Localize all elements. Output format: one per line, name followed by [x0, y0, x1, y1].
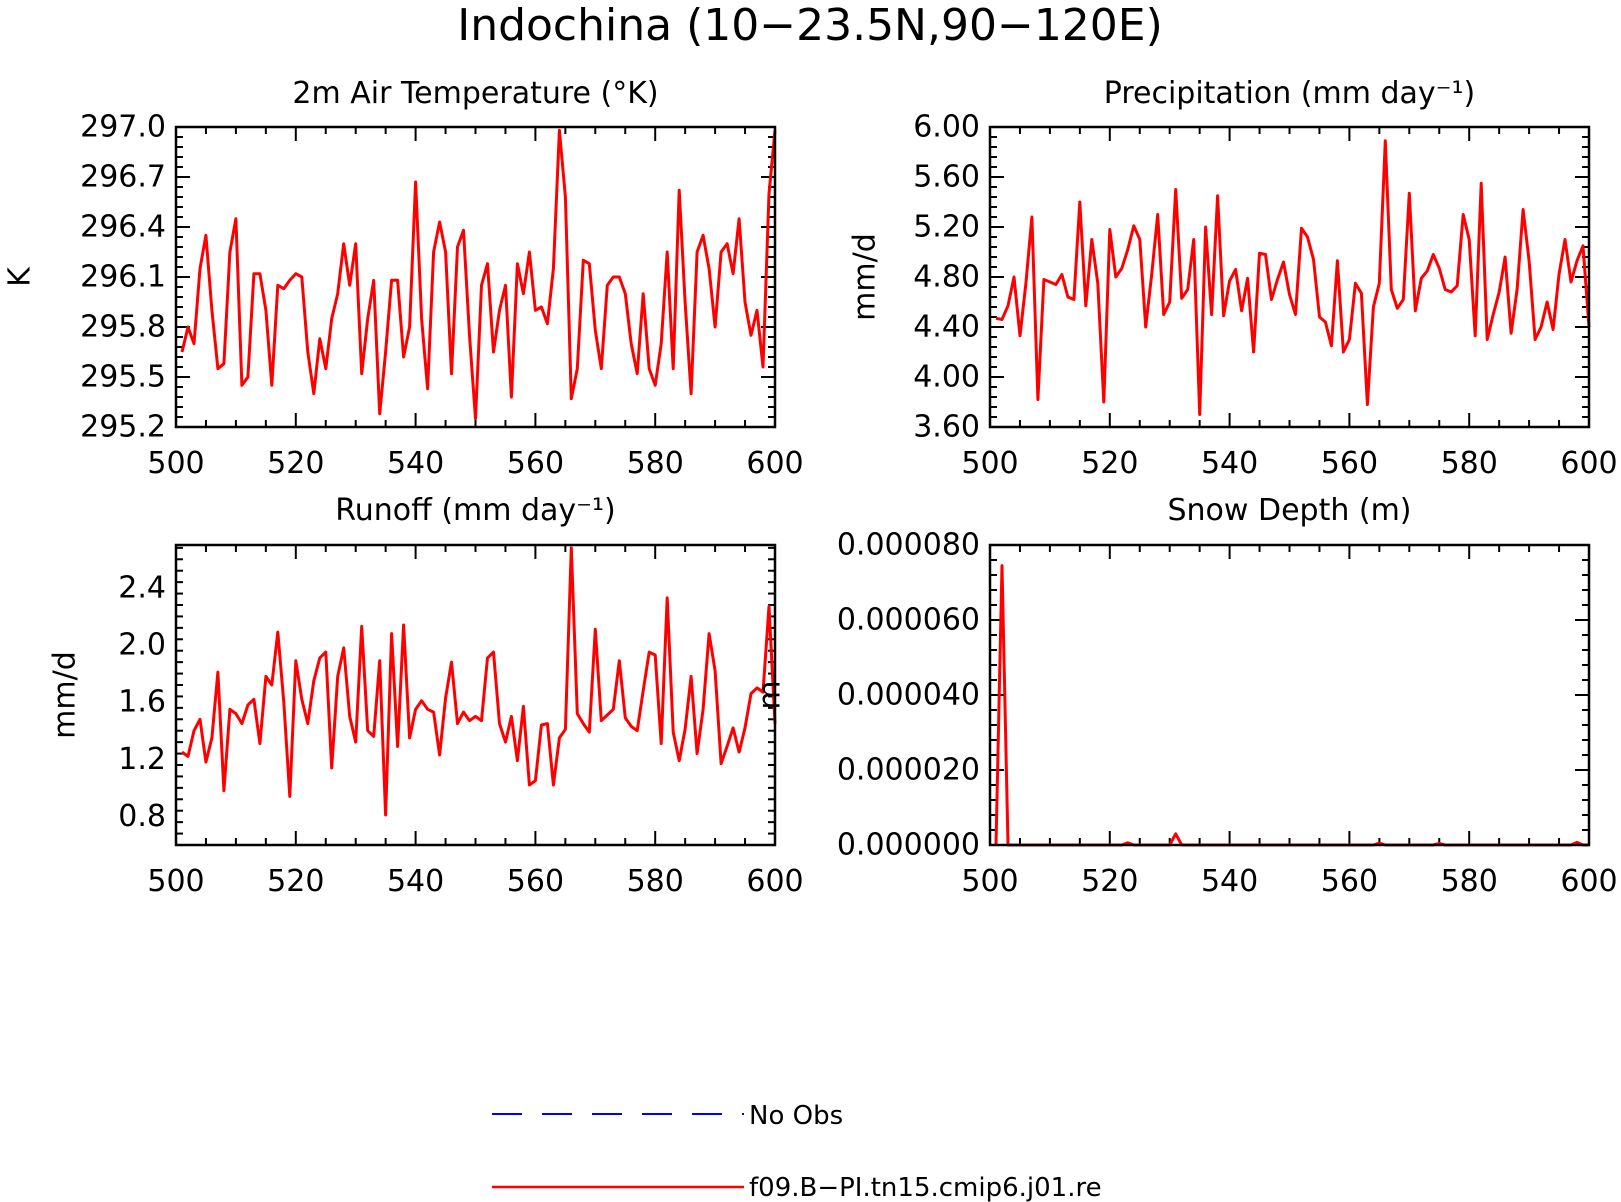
precipitation-ylabel: mm/d — [848, 233, 883, 321]
precipitation-xtick-label: 500 — [961, 446, 1018, 481]
legend: No Obs f09.B−PI.tn15.cmip6.j01.re — [492, 1101, 1102, 1202]
air-temperature-ytick-label: 296.7 — [80, 160, 166, 195]
air-temperature-ytick-label: 296.4 — [80, 210, 166, 245]
snow-depth-ytick-label: 0.000040 — [837, 678, 980, 713]
air-temperature-ytick-label: 295.8 — [80, 310, 166, 345]
runoff-xtick-label: 580 — [627, 864, 684, 899]
precipitation-ytick-label: 4.40 — [913, 310, 980, 345]
air-temperature-title: 2m Air Temperature (°K) — [292, 76, 658, 111]
runoff-xtick-label: 540 — [387, 864, 444, 899]
precipitation-title: Precipitation (mm day⁻¹) — [1104, 76, 1475, 111]
runoff-ytick-label: 0.8 — [118, 799, 166, 834]
snow-depth-xtick-label: 540 — [1201, 864, 1258, 899]
air-temperature-xtick-label: 540 — [387, 446, 444, 481]
precipitation-ytick-label: 5.20 — [913, 210, 980, 245]
runoff-xtick-label: 520 — [267, 864, 324, 899]
panel-air-temperature: 2m Air Temperature (°K) K 295.2 295.5 295.8 2… — [3, 76, 804, 481]
runoff-title: Runoff (mm day⁻¹) — [335, 493, 616, 528]
legend-label-no-obs: No Obs — [749, 1101, 843, 1131]
snow-depth-series-line — [994, 564, 1589, 847]
runoff-xtick-label: 500 — [147, 864, 204, 899]
snow-depth-xtick-label: 560 — [1321, 864, 1378, 899]
snow-depth-ytick-label: 0.000060 — [837, 603, 980, 638]
air-temperature-ytick-label: 297.0 — [80, 110, 166, 145]
precipitation-xtick-label: 600 — [1560, 446, 1617, 481]
precipitation-ytick-label: 4.80 — [913, 260, 980, 295]
snow-depth-ytick-label: 0.000000 — [837, 828, 980, 863]
runoff-ytick-label: 2.4 — [118, 570, 166, 605]
snow-depth-xtick-label: 580 — [1441, 864, 1498, 899]
precipitation-frame — [988, 125, 1591, 429]
panel-precipitation: Precipitation (mm day⁻¹) mm/d 3.60 4.00 4.40… — [848, 76, 1618, 481]
snow-depth-xtick-label: 520 — [1081, 864, 1138, 899]
precipitation-ytick-label: 6.00 — [913, 110, 980, 145]
air-temperature-ytick-label: 296.1 — [80, 260, 166, 295]
air-temperature-frame — [174, 125, 777, 429]
runoff-ytick-label: 1.2 — [118, 742, 166, 777]
precipitation-series-line — [995, 139, 1591, 416]
runoff-ylabel: mm/d — [48, 651, 83, 739]
precipitation-ytick-label: 4.00 — [913, 360, 980, 395]
precipitation-ytick-label: 5.60 — [913, 160, 980, 195]
air-temperature-xtick-label: 560 — [507, 446, 564, 481]
snow-depth-ytick-label: 0.000080 — [837, 528, 980, 563]
panel-snow-depth: Snow Depth (m) m 0.000000 0.000020 0.000040 0… — [753, 493, 1618, 899]
figure-title: Indochina (10−23.5N,90−120E) — [457, 0, 1163, 51]
air-temperature-ytick-label: 295.2 — [80, 410, 166, 445]
panel-runoff: Runoff (mm day⁻¹) mm/d 0.8 1.2 1.6 2.0 2.4 500 5… — [48, 493, 804, 899]
snow-depth-ylabel: m — [753, 680, 788, 709]
air-temperature-xtick-label: 600 — [746, 446, 803, 481]
runoff-frame — [174, 543, 777, 847]
precipitation-xtick-label: 520 — [1081, 446, 1138, 481]
runoff-ytick-label: 1.6 — [118, 685, 166, 720]
snow-depth-frame — [988, 543, 1591, 847]
runoff-ytick-label: 2.0 — [118, 628, 166, 663]
runoff-xtick-label: 600 — [746, 864, 803, 899]
air-temperature-ytick-label: 295.5 — [80, 360, 166, 395]
air-temperature-xtick-label: 500 — [147, 446, 204, 481]
snow-depth-title: Snow Depth (m) — [1167, 493, 1411, 528]
snow-depth-ytick-label: 0.000020 — [837, 753, 980, 788]
air-temperature-series-line — [180, 128, 777, 421]
snow-depth-xtick-label: 600 — [1560, 864, 1617, 899]
precipitation-ytick-label: 3.60 — [913, 410, 980, 445]
snow-depth-xtick-label: 500 — [961, 864, 1018, 899]
precipitation-xtick-label: 580 — [1441, 446, 1498, 481]
air-temperature-xtick-label: 580 — [627, 446, 684, 481]
air-temperature-xtick-label: 520 — [267, 446, 324, 481]
runoff-xtick-label: 560 — [507, 864, 564, 899]
precipitation-xtick-label: 560 — [1321, 446, 1378, 481]
legend-label-model: f09.B−PI.tn15.cmip6.j01.re — [749, 1173, 1102, 1202]
runoff-series-line — [181, 546, 777, 817]
precipitation-xtick-label: 540 — [1201, 446, 1258, 481]
air-temperature-ylabel: K — [3, 266, 38, 287]
